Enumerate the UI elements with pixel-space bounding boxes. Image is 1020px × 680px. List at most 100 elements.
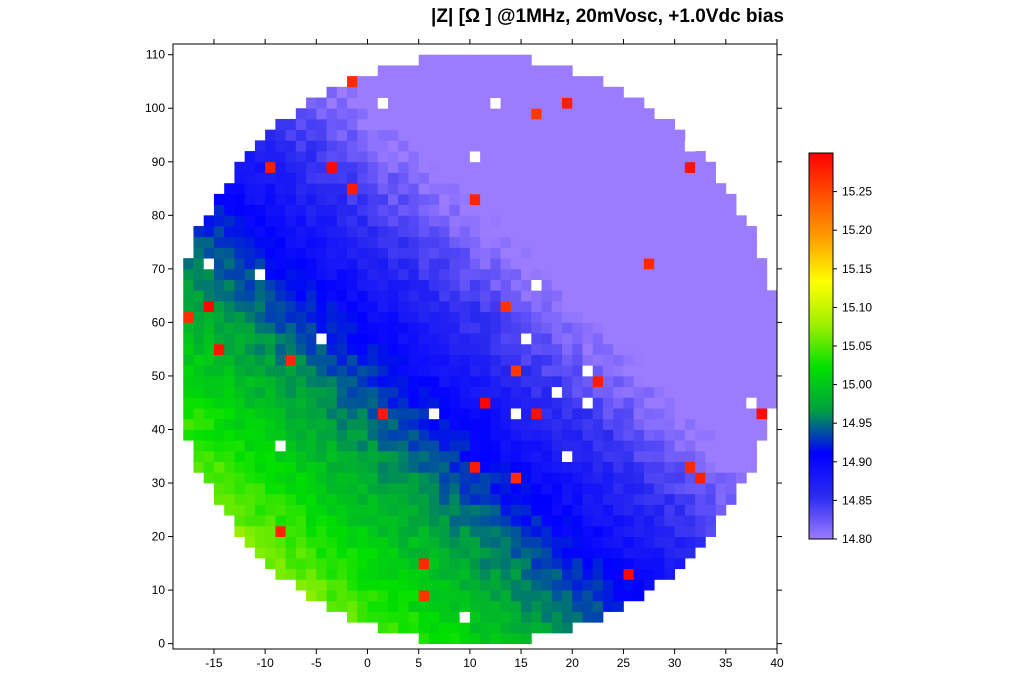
- heatmap-cell: [746, 236, 757, 248]
- heatmap-cell: [623, 525, 635, 537]
- heatmap-cell: [265, 311, 276, 323]
- heatmap-cell: [326, 483, 338, 495]
- heatmap-cell: [469, 557, 481, 570]
- heatmap-cell: [295, 247, 307, 259]
- heatmap-cell: [623, 172, 635, 184]
- heatmap-cell: [562, 386, 573, 398]
- heatmap-cell: [316, 483, 327, 495]
- heatmap-cell: [306, 590, 317, 602]
- heatmap-cell: [674, 365, 686, 377]
- heatmap-cell: [275, 333, 287, 345]
- heatmap-cell: [439, 108, 450, 120]
- heatmap-cell: [572, 236, 583, 248]
- heatmap-cell: [572, 408, 583, 420]
- heatmap-cell: [275, 557, 287, 570]
- heatmap-cell: [572, 450, 583, 463]
- heatmap-cell: [377, 322, 389, 334]
- heatmap-cell: [469, 418, 481, 430]
- heatmap-cell: [203, 386, 215, 398]
- heatmap-cell: [183, 386, 194, 398]
- heatmap-cell: [562, 557, 573, 570]
- heatmap-cell: [254, 236, 266, 248]
- heatmap-cell: [592, 290, 604, 302]
- heatmap-cell: [572, 493, 583, 505]
- heatmap-cell: [766, 397, 778, 409]
- heatmap-cell: [398, 461, 409, 473]
- heatmap-cell: [695, 515, 706, 527]
- heatmap-cell: [459, 86, 471, 98]
- heatmap-cell: [572, 268, 583, 280]
- heatmap-cell: [480, 193, 491, 206]
- heatmap-cell: [695, 386, 706, 398]
- heatmap-cell: [654, 118, 665, 131]
- heatmap-cell: [439, 408, 450, 420]
- heatmap-cell: [449, 322, 461, 334]
- colorbar: 14.8014.8514.9014.9515.0015.0515.1015.15…: [808, 152, 872, 546]
- heatmap-cell: [664, 397, 676, 409]
- heatmap-cell: [428, 322, 440, 334]
- heatmap-cell: [613, 557, 624, 570]
- heatmap-cell: [510, 536, 522, 548]
- heatmap-cell: [439, 226, 450, 238]
- heatmap-cell: [357, 183, 368, 195]
- heatmap-cell: [213, 493, 225, 505]
- heatmap-cell: [469, 450, 481, 463]
- heatmap-cell: [541, 568, 553, 580]
- heatmap-cell: [521, 279, 532, 291]
- heatmap-cell: [480, 536, 491, 548]
- heatmap-cell: [756, 268, 768, 280]
- heatmap-cell: [582, 258, 594, 270]
- heatmap-cell: [592, 397, 604, 409]
- heatmap-cell: [572, 375, 583, 388]
- heatmap-cell: [592, 76, 604, 88]
- heatmap-cell: [633, 204, 645, 216]
- heatmap-cell: [551, 461, 563, 473]
- heatmap-cell: [203, 258, 215, 270]
- heatmap-cell: [377, 622, 389, 634]
- heatmap-cell: [633, 365, 645, 377]
- heatmap-cell: [398, 226, 409, 238]
- heatmap-cell: [521, 600, 532, 612]
- heatmap-cell: [387, 311, 399, 323]
- heatmap-cell: [746, 279, 757, 291]
- heatmap-cell: [531, 461, 542, 473]
- heatmap-cell: [582, 172, 594, 184]
- heatmap-cell: [521, 557, 532, 570]
- heatmap-cell: [510, 429, 522, 441]
- heatmap-cell: [490, 622, 501, 634]
- heatmap-cell: [275, 568, 287, 580]
- heatmap-cell: [633, 97, 645, 109]
- heatmap-cell: [623, 151, 635, 163]
- heatmap-cell: [654, 408, 665, 420]
- heatmap-cell: [480, 568, 491, 580]
- heatmap-cell: [193, 311, 205, 323]
- heatmap-cell: [357, 408, 368, 420]
- heatmap-cell: [623, 579, 635, 591]
- x-tick-label: 35: [719, 656, 733, 670]
- heatmap-cell: [572, 515, 583, 527]
- heatmap-cell: [613, 461, 624, 473]
- heatmap-cell: [602, 504, 614, 516]
- heatmap-cell: [623, 140, 635, 152]
- heatmap-cell: [736, 397, 747, 409]
- heatmap-cell: [224, 290, 235, 302]
- heatmap-cell: [203, 226, 215, 238]
- heatmap-cell: [285, 354, 297, 366]
- heatmap-cell: [224, 365, 235, 377]
- heatmap-cell: [643, 418, 655, 430]
- heatmap-cell: [572, 140, 583, 152]
- heatmap-cell: [602, 333, 614, 345]
- heatmap-cell: [684, 140, 696, 152]
- heatmap-cell: [613, 290, 624, 302]
- heatmap-cell: [326, 600, 338, 612]
- heatmap-cell: [654, 483, 665, 495]
- heatmap-cell: [295, 226, 307, 238]
- heatmap-cell: [213, 429, 225, 441]
- heatmap-cell: [387, 161, 399, 173]
- heatmap-cell: [602, 440, 614, 452]
- heatmap-cell: [336, 557, 348, 570]
- heatmap-cell: [705, 354, 716, 366]
- heatmap-cell: [643, 140, 655, 152]
- heatmap-cell: [654, 161, 665, 173]
- heatmap-cell: [459, 547, 471, 559]
